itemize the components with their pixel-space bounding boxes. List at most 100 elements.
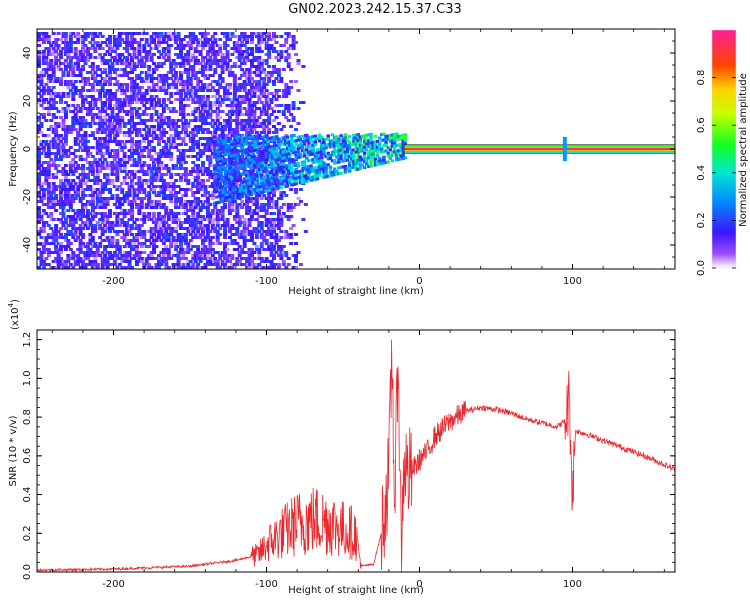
spectrogram-cell <box>174 146 179 149</box>
spectrogram-cell <box>221 139 226 143</box>
spectrogram-cell <box>203 206 208 209</box>
spectrogram-cell <box>130 137 135 140</box>
spectrogram-cell <box>63 35 68 38</box>
spectrogram-cell <box>286 206 291 209</box>
spectrogram-cell <box>161 38 166 41</box>
spectrogram-cell <box>130 173 135 176</box>
spectrogram-cell <box>149 35 154 38</box>
spectrogram-cell <box>255 139 260 143</box>
spectrogram-cell <box>269 227 274 230</box>
spectrogram-cell <box>176 143 181 146</box>
spectrogram-cell <box>127 257 132 260</box>
spectrogram-cell <box>147 254 152 257</box>
spectrogram-cell <box>259 224 264 227</box>
spectrogram-cell <box>227 178 232 182</box>
spectrogram-cell <box>240 167 245 170</box>
spectrogram-cell <box>183 242 188 245</box>
spectrogram-cell <box>95 203 100 206</box>
spectrogram-cell <box>59 134 64 137</box>
spectrogram-cell <box>262 209 267 212</box>
spectrogram-cell <box>176 158 181 161</box>
spectrogram-cell <box>262 194 267 197</box>
spectrogram-cell <box>156 164 161 167</box>
spectrogram-cell <box>73 56 78 59</box>
spectrogram-cell <box>85 188 90 191</box>
spectrogram-cell <box>264 104 269 107</box>
spectrogram-cell <box>208 176 213 179</box>
spectrogram-cell <box>178 251 183 254</box>
spectrogram-cell <box>142 56 147 59</box>
spectrogram-cell <box>66 224 71 227</box>
spectrogram-cell <box>154 110 159 113</box>
spectrogram-cell <box>251 160 256 164</box>
spectrogram-cell <box>178 110 183 113</box>
spectrogram-cell <box>286 215 291 218</box>
spectrogram-cell <box>262 167 266 171</box>
spectrogram-cell <box>196 212 201 215</box>
spectrogram-cell <box>176 92 181 95</box>
spectrogram-cell <box>95 248 100 251</box>
spectrogram-cell <box>210 224 215 227</box>
spectrogram-cell <box>51 116 56 119</box>
spectrogram-cell <box>264 160 268 164</box>
spectrogram-cell <box>230 239 235 242</box>
spectrogram-cell <box>164 251 169 254</box>
spectrogram-cell <box>242 35 247 38</box>
spectrogram-cell <box>183 92 188 95</box>
spectrogram-cell <box>105 221 110 224</box>
spectrogram-cell <box>205 203 210 206</box>
spectrogram-cell <box>270 164 275 168</box>
spectrogram-cell <box>107 263 112 266</box>
spectrogram-cell <box>212 190 217 194</box>
spectrogram-cell <box>223 122 228 125</box>
spectrogram-cell <box>253 189 258 193</box>
spectrogram-cell <box>159 86 164 89</box>
spectrogram-cell <box>257 150 262 154</box>
spectrogram-cell <box>208 236 213 239</box>
spectrogram-cell <box>174 128 179 131</box>
spectrogram-cell <box>105 119 110 122</box>
spectrogram-cell <box>245 173 249 177</box>
spectrogram-cell <box>105 215 110 218</box>
spectrogram-cell <box>122 260 127 263</box>
spectrogram-cell <box>267 191 272 194</box>
spectrogram-cell <box>144 38 149 41</box>
spectrogram-cell <box>198 221 203 224</box>
spectrogram-cell <box>90 98 95 101</box>
spectrogram-cell <box>110 95 115 98</box>
spectrogram-cell <box>115 239 120 242</box>
spectrogram-cell <box>46 197 51 200</box>
spectrogram-cell <box>98 158 103 161</box>
spectrogram-cell <box>90 47 95 50</box>
spectrogram-cell <box>205 53 210 56</box>
spectrogram-cell <box>154 203 159 206</box>
spectrogram-cell <box>117 161 122 164</box>
spectrogram-cell <box>253 192 258 196</box>
spectrogram-cell <box>44 119 49 122</box>
spectrogram-cell <box>166 251 171 254</box>
spectrogram-cell <box>198 170 203 173</box>
spectrogram-cell <box>191 143 196 146</box>
spectrogram-cell <box>142 212 147 215</box>
spectrogram-cell <box>95 263 100 266</box>
spectrogram-cell <box>83 203 88 206</box>
spectrogram-cell <box>59 242 64 245</box>
spectrogram-cell <box>193 128 198 131</box>
spectrogram-cell <box>159 263 164 266</box>
spectrogram-cell <box>71 125 76 128</box>
spectrogram-cell <box>169 230 174 233</box>
spectrogram-cell <box>183 167 188 170</box>
spectrogram-cell <box>230 168 234 172</box>
spectrogram-cell <box>203 245 208 248</box>
spectrogram-cell <box>254 233 259 236</box>
spectrogram-cell <box>257 44 262 47</box>
spectrogram-cell <box>242 151 247 155</box>
spectrogram-cell <box>142 149 147 152</box>
spectrogram-cell <box>232 146 237 149</box>
spectrogram-cell <box>203 170 208 173</box>
spectrogram-cell <box>154 158 159 161</box>
spectrogram-cell <box>249 110 254 113</box>
spectrogram-cell <box>90 200 95 203</box>
spectrogram-cell <box>115 140 120 143</box>
spectrogram-cell <box>281 212 286 215</box>
